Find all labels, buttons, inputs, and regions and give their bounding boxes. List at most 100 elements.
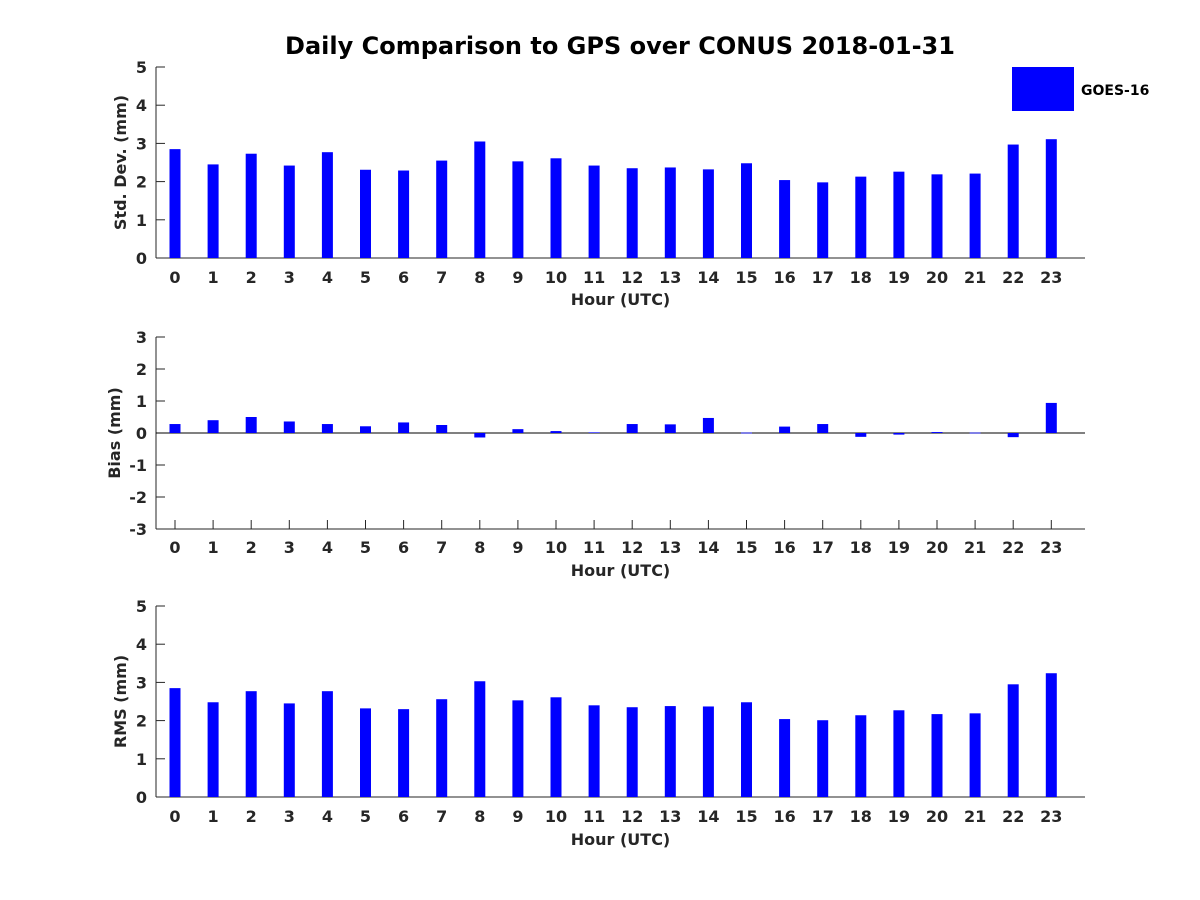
y-tick-label: 5 bbox=[136, 597, 147, 616]
bar-hour-8 bbox=[474, 681, 486, 797]
bar-hour-5 bbox=[360, 169, 371, 258]
x-tick-label: 8 bbox=[474, 538, 485, 557]
bar-hour-11 bbox=[588, 705, 600, 797]
x-tick-label: 20 bbox=[926, 268, 948, 287]
bar-hour-13 bbox=[664, 167, 676, 258]
x-tick-label: 15 bbox=[735, 268, 757, 287]
x-tick-label: 9 bbox=[512, 807, 523, 826]
y-axis-label: Std. Dev. (mm) bbox=[111, 95, 130, 230]
y-tick-label: 1 bbox=[136, 750, 147, 769]
x-tick-label: 10 bbox=[545, 807, 567, 826]
x-tick-label: 21 bbox=[964, 807, 986, 826]
x-tick-label: 21 bbox=[964, 268, 986, 287]
bar-hour-22 bbox=[1007, 684, 1019, 797]
bar-hour-13 bbox=[664, 424, 676, 433]
x-tick-label: 5 bbox=[360, 538, 371, 557]
bar-hour-7 bbox=[436, 699, 448, 797]
y-tick-label: 1 bbox=[136, 392, 147, 411]
x-tick-label: 16 bbox=[773, 268, 795, 287]
bar-hour-14 bbox=[702, 169, 714, 258]
bar-hour-20 bbox=[931, 714, 943, 797]
bar-hour-5 bbox=[360, 708, 371, 797]
bar-hour-18 bbox=[855, 715, 867, 797]
x-tick-label: 23 bbox=[1040, 807, 1062, 826]
bar-hour-15 bbox=[741, 163, 752, 258]
x-tick-label: 2 bbox=[246, 807, 257, 826]
bar-hour-18 bbox=[855, 176, 867, 258]
bar-hour-22 bbox=[1007, 433, 1019, 438]
bar-hour-18 bbox=[855, 433, 867, 437]
bar-hour-23 bbox=[1045, 139, 1057, 258]
figure-title: Daily Comparison to GPS over CONUS 2018-… bbox=[285, 32, 955, 60]
bar-hour-19 bbox=[893, 171, 905, 258]
x-tick-label: 10 bbox=[545, 268, 567, 287]
bar-hour-19 bbox=[893, 433, 905, 435]
x-tick-label: 8 bbox=[474, 268, 485, 287]
bar-hour-9 bbox=[512, 429, 524, 433]
y-tick-label: -1 bbox=[129, 456, 147, 475]
x-tick-label: 5 bbox=[360, 268, 371, 287]
bar-hour-10 bbox=[550, 697, 562, 797]
x-tick-label: 7 bbox=[436, 807, 447, 826]
x-tick-label: 0 bbox=[169, 807, 180, 826]
bar-hour-2 bbox=[245, 153, 257, 258]
legend-swatch bbox=[1012, 67, 1074, 111]
x-tick-label: 1 bbox=[208, 268, 219, 287]
x-tick-label: 8 bbox=[474, 807, 485, 826]
bar-hour-2 bbox=[245, 417, 257, 433]
bar-hour-6 bbox=[398, 422, 410, 433]
bar-hour-20 bbox=[931, 432, 943, 433]
bar-hour-15 bbox=[741, 702, 752, 797]
x-tick-label: 12 bbox=[621, 268, 643, 287]
y-tick-label: 5 bbox=[136, 58, 147, 77]
bar-hour-17 bbox=[817, 182, 829, 258]
bar-hour-11 bbox=[588, 432, 600, 433]
x-tick-label: 17 bbox=[812, 807, 834, 826]
x-tick-label: 11 bbox=[583, 807, 605, 826]
bar-hour-17 bbox=[817, 424, 829, 433]
bar-hour-6 bbox=[398, 709, 410, 797]
x-tick-label: 6 bbox=[398, 538, 409, 557]
bar-hour-12 bbox=[626, 424, 638, 433]
bar-hour-4 bbox=[321, 152, 333, 258]
bar-hour-14 bbox=[702, 417, 714, 433]
x-tick-label: 13 bbox=[659, 807, 681, 826]
x-tick-label: 12 bbox=[621, 807, 643, 826]
bar-hour-5 bbox=[360, 426, 371, 433]
bar-hour-16 bbox=[779, 426, 791, 433]
y-tick-label: 2 bbox=[136, 712, 147, 731]
x-tick-label: 11 bbox=[583, 268, 605, 287]
bar-hour-20 bbox=[931, 174, 943, 258]
x-tick-label: 0 bbox=[169, 538, 180, 557]
bar-hour-2 bbox=[245, 691, 257, 797]
x-axis-label: Hour (UTC) bbox=[571, 561, 671, 580]
x-tick-label: 22 bbox=[1002, 538, 1024, 557]
bar-hour-17 bbox=[817, 720, 829, 797]
bar-hour-14 bbox=[702, 706, 714, 797]
y-tick-label: 0 bbox=[136, 788, 147, 807]
y-axis-label: RMS (mm) bbox=[111, 655, 130, 748]
x-tick-label: 6 bbox=[398, 268, 409, 287]
y-tick-label: -3 bbox=[129, 520, 147, 539]
bar-hour-7 bbox=[436, 160, 448, 258]
x-tick-label: 9 bbox=[512, 268, 523, 287]
x-tick-label: 17 bbox=[812, 268, 834, 287]
y-tick-label: 1 bbox=[136, 211, 147, 230]
x-tick-label: 6 bbox=[398, 807, 409, 826]
x-tick-label: 3 bbox=[284, 807, 295, 826]
x-tick-label: 23 bbox=[1040, 538, 1062, 557]
y-tick-label: 4 bbox=[136, 635, 147, 654]
x-tick-label: 4 bbox=[322, 807, 333, 826]
bar-hour-4 bbox=[321, 691, 333, 797]
y-tick-label: 2 bbox=[136, 360, 147, 379]
x-tick-label: 23 bbox=[1040, 268, 1062, 287]
x-tick-label: 0 bbox=[169, 268, 180, 287]
y-tick-label: 2 bbox=[136, 173, 147, 192]
x-tick-label: 3 bbox=[284, 268, 295, 287]
bar-hour-22 bbox=[1007, 144, 1019, 258]
x-axis-label: Hour (UTC) bbox=[571, 830, 671, 849]
legend-label: GOES-16 bbox=[1081, 83, 1149, 99]
